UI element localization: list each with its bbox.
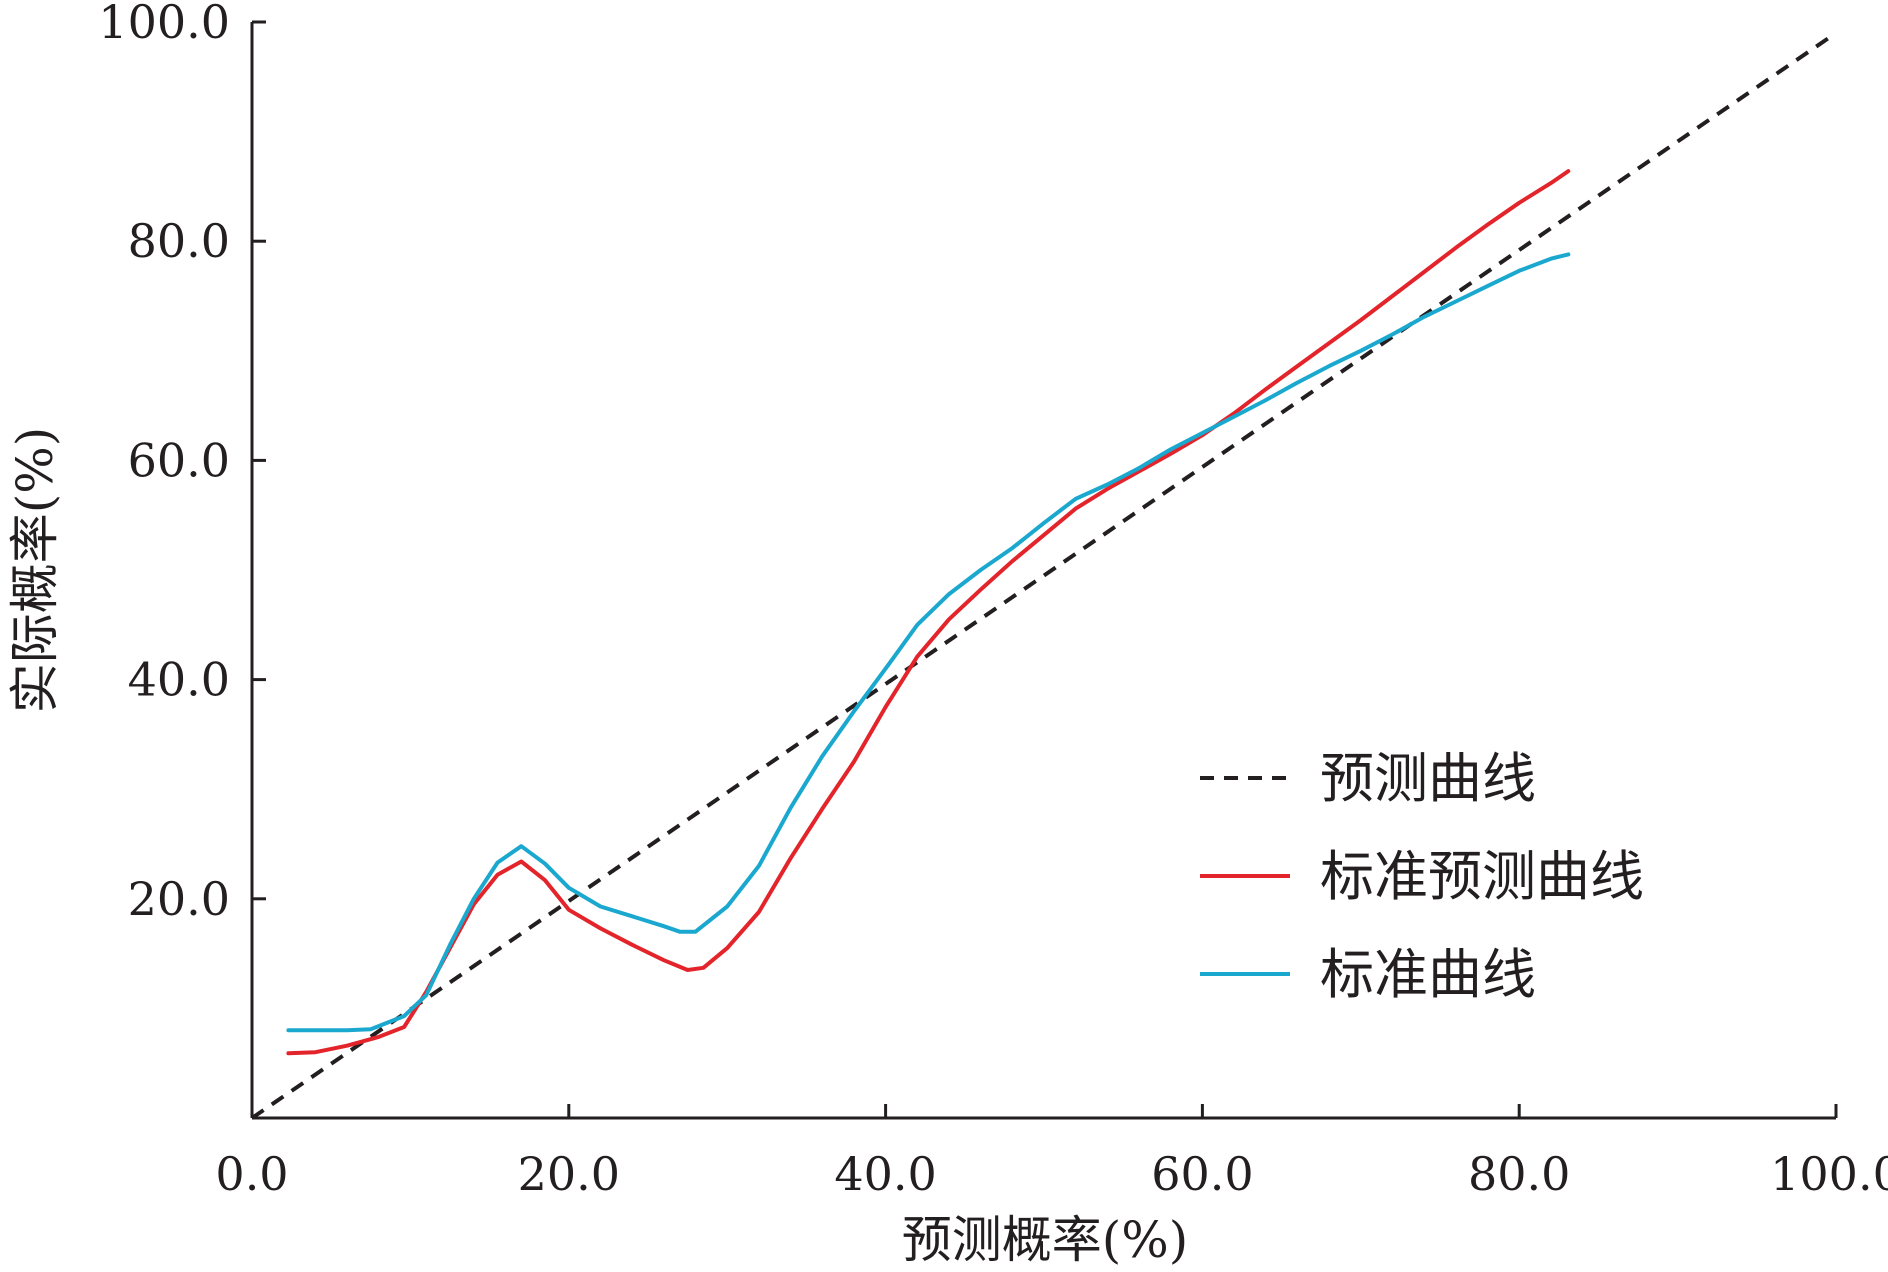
y-tick-label: 60.0 [128, 433, 230, 487]
legend-label-1: 标准预测曲线 [1320, 845, 1644, 908]
x-tick-label: 60.0 [1151, 1147, 1253, 1201]
legend-label-2: 标准曲线 [1320, 943, 1536, 1006]
x-tick-label: 80.0 [1468, 1147, 1570, 1201]
x-axis-title: 预测概率(%) [902, 1211, 1189, 1269]
series-line-1 [286, 169, 1571, 1056]
x-tick-label: 20.0 [518, 1147, 620, 1201]
x-tick-label: 40.0 [834, 1147, 936, 1201]
x-tick-label: 0.0 [215, 1147, 288, 1201]
y-tick-label: 100.0 [98, 0, 230, 49]
series-line-2 [286, 252, 1571, 1033]
y-axis-title: 实际概率(%) [6, 427, 64, 714]
y-tick-label: 20.0 [128, 872, 230, 926]
series-line-0 [250, 31, 1838, 1120]
y-tick-label: 80.0 [128, 214, 230, 268]
axes: 0.0 20.0 40.0 60.0 80.0 100.0 20.0 40.0 60.0 80.0… [98, 0, 1888, 1201]
plot-area [250, 31, 1838, 1120]
legend-label-0: 预测曲线 [1320, 747, 1536, 810]
x-tick-label: 100.0 [1770, 1147, 1888, 1201]
y-tick-label: 40.0 [128, 653, 230, 707]
